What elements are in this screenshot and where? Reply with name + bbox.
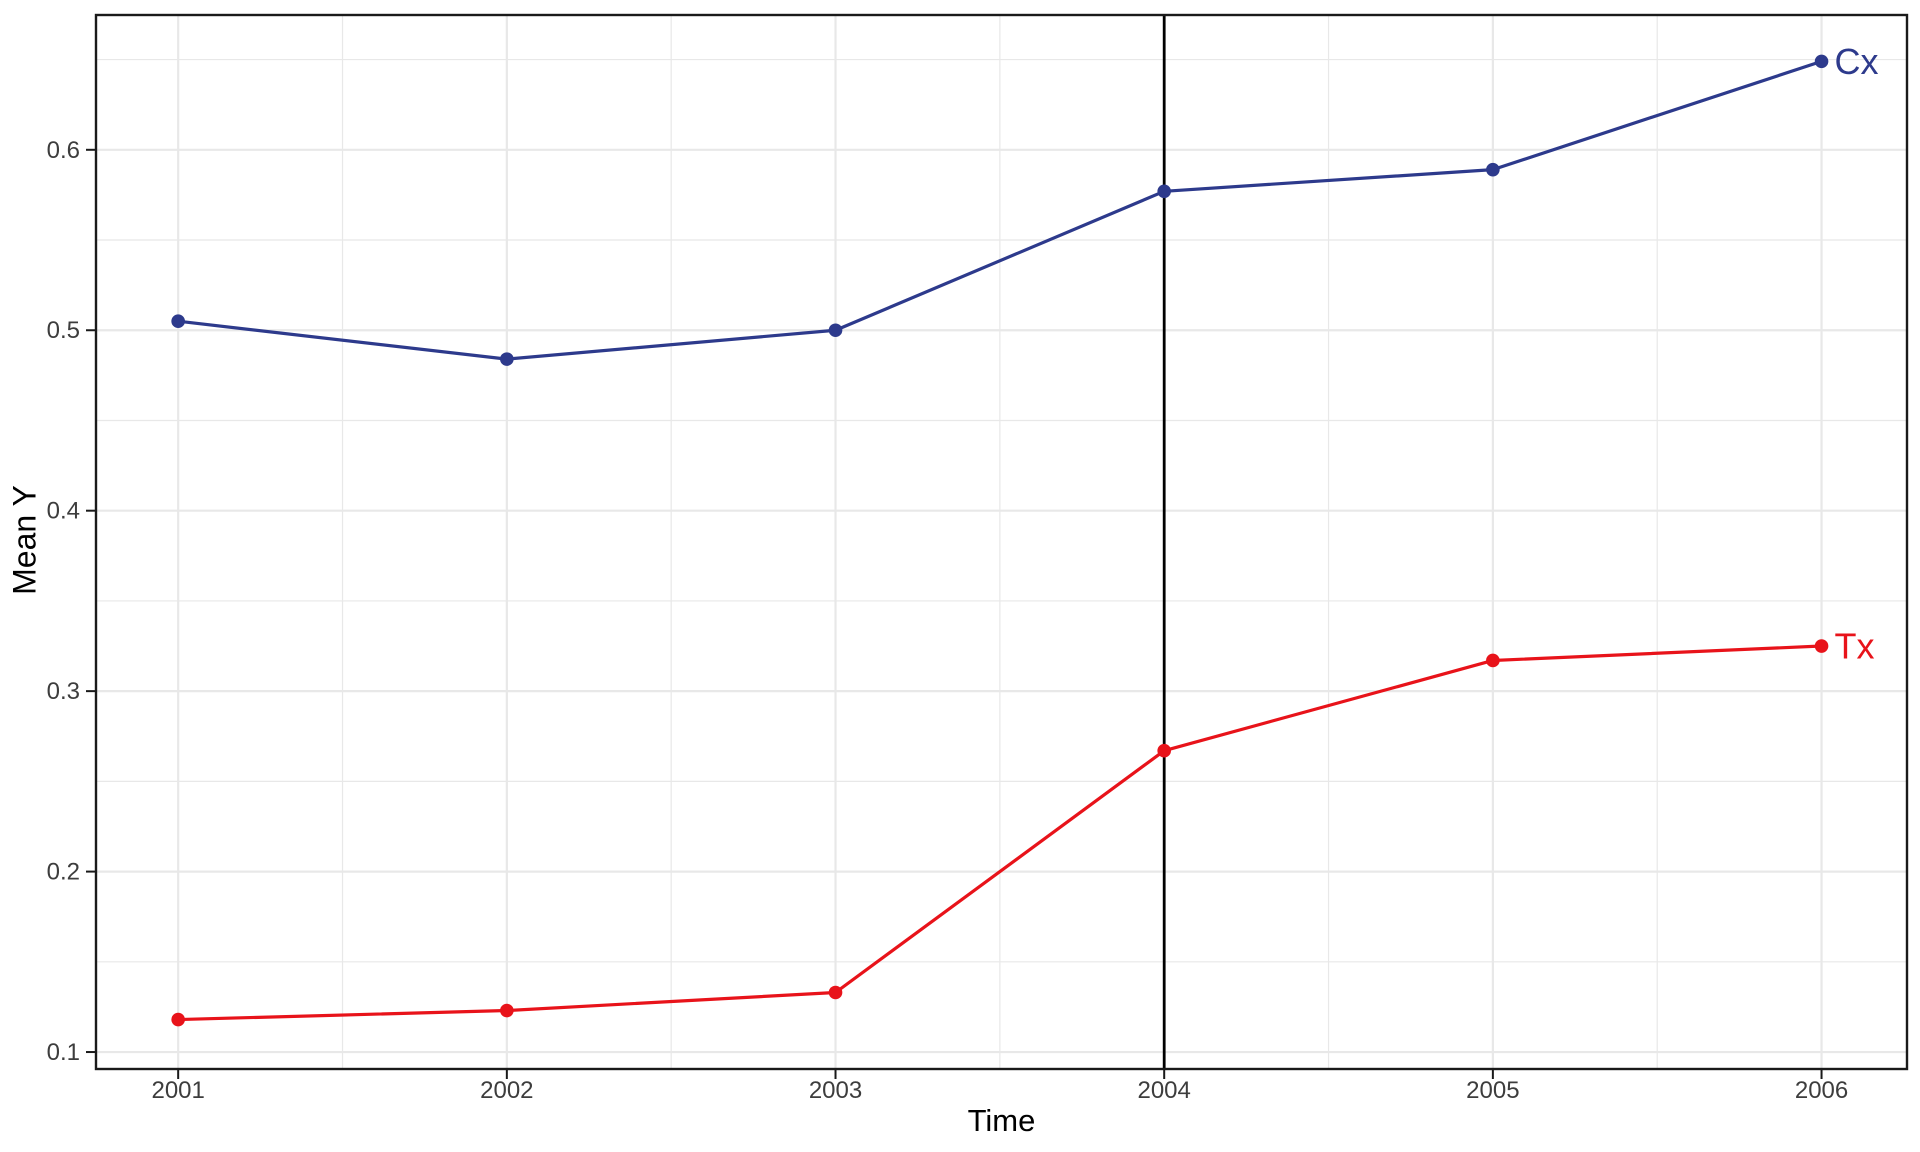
series-label-tx: Tx	[1835, 626, 1875, 667]
y-tick-label: 0.2	[47, 859, 80, 886]
data-point-tx-2004	[1157, 743, 1171, 758]
data-point-cx-2002	[500, 352, 514, 366]
data-point-tx-2006	[1814, 639, 1829, 653]
data-point-tx-2003	[828, 985, 843, 1000]
data-point-cx-2006	[1814, 54, 1829, 69]
panel-background	[96, 15, 1907, 1069]
y-tick-label: 0.1	[47, 1039, 80, 1066]
series-label-cx: Cx	[1835, 41, 1879, 82]
data-point-cx-2001	[171, 314, 185, 329]
x-tick-label: 2003	[809, 1077, 862, 1104]
x-tick-label: 2004	[1137, 1077, 1190, 1104]
y-axis-title: Mean Y	[6, 485, 43, 595]
data-point-tx-2005	[1486, 653, 1500, 668]
y-tick-label: 0.3	[47, 678, 80, 705]
x-tick-label: 2005	[1466, 1077, 1519, 1104]
series-line-tx	[176, 644, 1824, 1022]
panel-border	[94, 13, 1909, 1071]
x-tick-label: 2002	[480, 1077, 533, 1104]
data-point-tx-2001	[171, 1012, 185, 1027]
x-tick-label: 2001	[151, 1077, 204, 1104]
y-tick-label: 0.5	[47, 317, 80, 344]
y-tick-label: 0.6	[47, 137, 80, 164]
data-point-cx-2003	[828, 323, 843, 338]
y-tick-label: 0.4	[47, 498, 80, 525]
data-point-tx-2002	[500, 1003, 514, 1018]
series-line-cx	[176, 59, 1824, 361]
x-tick-label: 2006	[1795, 1077, 1848, 1104]
x-axis-title: Time	[967, 1103, 1036, 1138]
data-point-cx-2005	[1486, 162, 1500, 177]
data-point-cx-2004	[1157, 184, 1171, 199]
